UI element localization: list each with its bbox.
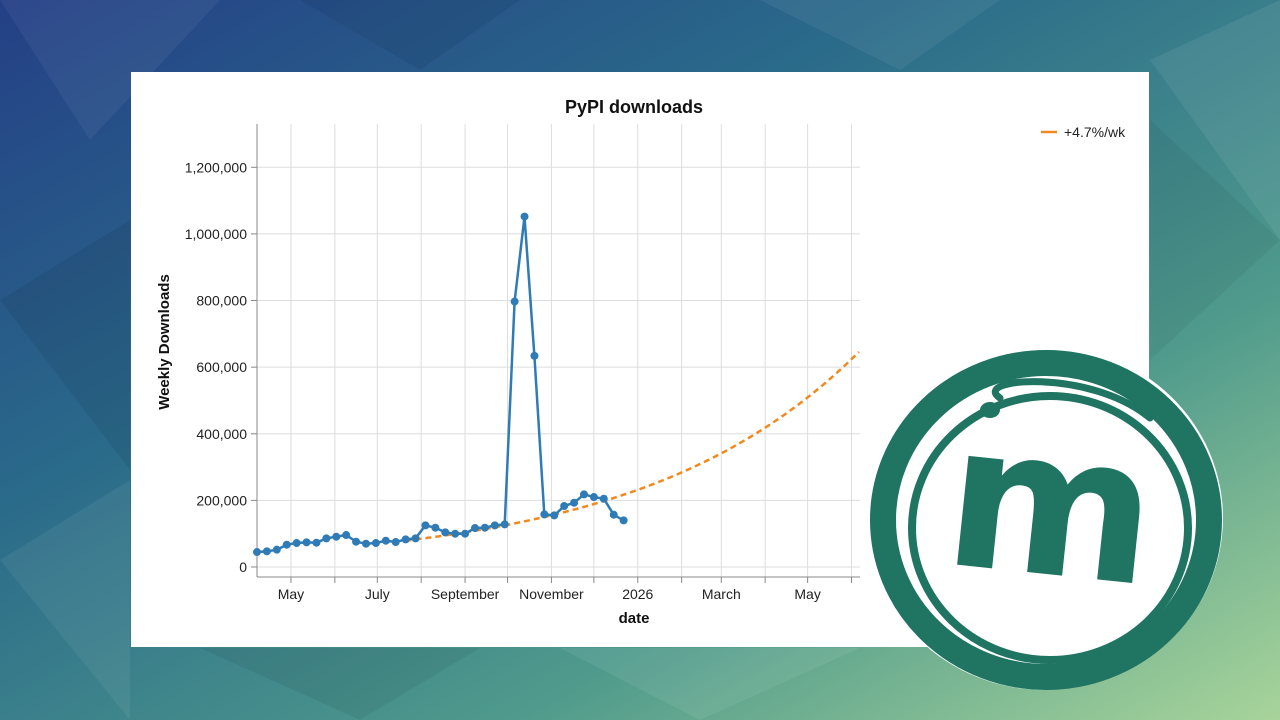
data-point [312, 538, 321, 547]
data-point [411, 534, 420, 543]
data-point [609, 510, 618, 519]
data-point [352, 537, 361, 546]
chart-title: PyPI downloads [565, 97, 703, 117]
logo: m [867, 346, 1223, 690]
data-point [431, 523, 440, 532]
data-point [570, 498, 579, 507]
x-tick-label: September [431, 586, 500, 602]
y-tick-label: 1,000,000 [185, 226, 247, 242]
x-tick-label: March [702, 586, 741, 602]
data-point [470, 524, 479, 533]
data-point [540, 510, 549, 519]
logo-m: m [936, 379, 1168, 633]
trend-line [405, 351, 860, 542]
grid [257, 124, 860, 577]
data-point [342, 531, 351, 540]
axes: 0 200,000 400,000 600,000 800,000 1,000,000 1,… [185, 124, 860, 602]
data-point [490, 521, 499, 530]
data-point [361, 539, 370, 548]
y-tick-label: 200,000 [196, 492, 247, 508]
series-line [256, 215, 625, 554]
data-point [302, 538, 311, 547]
data-point [480, 523, 489, 532]
data-point [461, 529, 470, 538]
data-point [332, 532, 341, 541]
chart-svg: 0 200,000 400,000 600,000 800,000 1,000,000 1,… [156, 97, 1126, 627]
data-point [272, 545, 281, 554]
data-point [530, 351, 539, 360]
y-tick-label: 600,000 [196, 359, 247, 375]
points-layer [253, 212, 628, 557]
data-point [262, 547, 271, 556]
data-point [500, 520, 509, 529]
x-tick-label: July [365, 586, 390, 602]
y-axis-title: Weekly Downloads [156, 274, 173, 410]
x-tick-label: 2026 [622, 586, 653, 602]
data-point [589, 493, 598, 502]
data-point [322, 534, 331, 543]
data-point [550, 511, 559, 520]
data-point [510, 297, 519, 306]
legend: +4.7%/wk [1041, 124, 1126, 140]
data-point [619, 516, 628, 525]
data-point [401, 535, 410, 544]
data-point [560, 502, 569, 511]
data-point [282, 540, 291, 549]
data-point [391, 538, 400, 547]
y-tick-label: 400,000 [196, 426, 247, 442]
legend-label-trend: +4.7%/wk [1064, 124, 1126, 140]
y-tick-label: 0 [239, 559, 247, 575]
y-tick-label: 1,200,000 [185, 159, 247, 175]
y-tick-label: 800,000 [196, 293, 247, 309]
data-point [381, 536, 390, 545]
x-tick-label: May [794, 586, 820, 602]
data-point [579, 490, 588, 499]
data-point [421, 521, 430, 530]
x-tick-label: May [278, 586, 304, 602]
logo-ring [870, 350, 1222, 690]
data-point [253, 548, 261, 557]
data-point [520, 212, 529, 221]
data-point [451, 529, 460, 538]
trend-layer [405, 351, 860, 542]
series-layer [256, 215, 625, 554]
x-axis-title: date [619, 610, 650, 627]
x-tick-label: November [519, 586, 584, 602]
data-point [371, 539, 380, 548]
data-point [599, 494, 608, 503]
data-point [292, 539, 301, 548]
data-point [441, 528, 450, 537]
